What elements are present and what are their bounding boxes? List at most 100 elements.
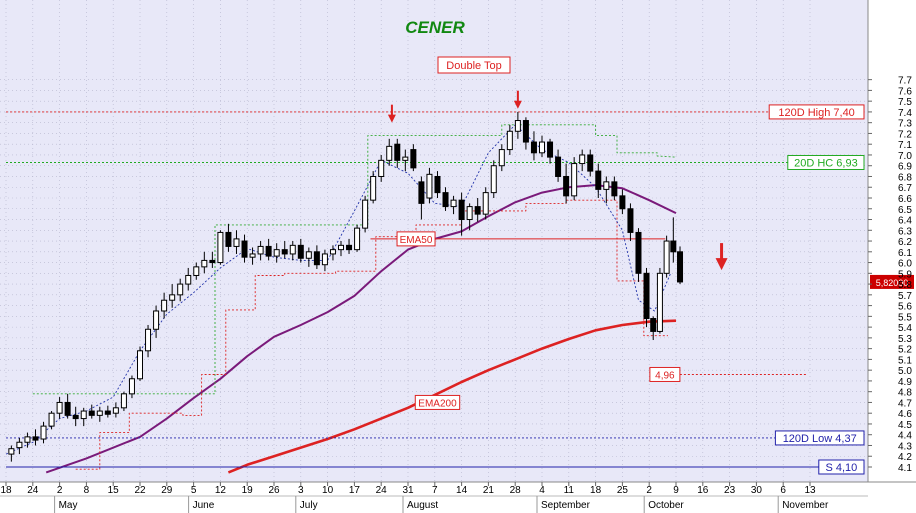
candle-body <box>329 249 336 255</box>
candle-body <box>611 181 618 197</box>
candle-body <box>217 231 224 264</box>
candle-body <box>305 251 312 259</box>
candle-body <box>656 272 663 332</box>
month-label: October <box>648 500 684 511</box>
price-marker-label: 5,82000 <box>876 278 909 288</box>
candle-body <box>410 149 417 169</box>
candle-body <box>346 244 353 251</box>
candle-body <box>321 253 328 266</box>
candle-body <box>297 244 304 259</box>
candle-body <box>209 259 216 264</box>
x-tick-label: 7 <box>432 485 438 496</box>
y-tick-label: 6.7 <box>898 183 912 194</box>
double-top-label: Double Top <box>437 56 511 74</box>
candle-body <box>663 240 670 274</box>
y-tick-label: 7.3 <box>898 119 912 130</box>
y-tick-label: 5.3 <box>898 334 912 345</box>
candle-body <box>24 436 31 443</box>
x-tick-label: 24 <box>27 485 39 496</box>
candle-body <box>137 350 143 380</box>
candle-body <box>458 199 465 221</box>
level-label: 120D High 7,40 <box>778 107 854 119</box>
candle-body <box>16 441 23 449</box>
stop-label: 4,96 <box>655 370 675 381</box>
y-tick-label: 5.8 <box>898 280 912 291</box>
candle-body <box>104 410 111 415</box>
x-tick-label: 5 <box>191 485 197 496</box>
chart-title: CENER <box>405 18 465 37</box>
candle-body <box>370 175 377 201</box>
down-arrow-head-icon <box>715 258 728 271</box>
candle-body <box>64 401 71 416</box>
down-arrow-head-icon <box>513 100 522 109</box>
candle-body <box>450 199 457 208</box>
y-tick-label: 4.2 <box>898 452 912 463</box>
candle-body <box>426 173 433 199</box>
candle-body <box>249 253 256 258</box>
y-tick-label: 6.3 <box>898 226 912 237</box>
y-tick-label: 5.5 <box>898 312 912 323</box>
x-tick-label: 12 <box>215 485 227 496</box>
candle-body <box>619 195 626 210</box>
y-tick-label: 5.0 <box>898 366 912 377</box>
y-tick-label: 7.6 <box>898 86 912 97</box>
candle-body <box>201 259 208 268</box>
bottom-axis-panel <box>0 482 916 513</box>
candle-body <box>233 238 240 247</box>
y-tick-label: 4.9 <box>898 377 912 388</box>
annotations: CENER Double Top EMA50 EMA200 4,96 5,82000 <box>387 18 914 410</box>
x-tick-label: 23 <box>724 485 736 496</box>
x-tick-label: 18 <box>0 485 12 496</box>
candle-body <box>627 208 634 233</box>
x-tick-label: 3 <box>298 485 304 496</box>
double-top-text: Double Top <box>446 60 501 72</box>
level-label: S 4,10 <box>825 462 857 474</box>
candle-body <box>88 410 95 416</box>
level-label: 20D HC 6,93 <box>794 157 858 169</box>
series-ma-short <box>5 124 672 455</box>
candle-body <box>56 401 63 414</box>
y-tick-label: 5.4 <box>898 323 912 334</box>
month-label: September <box>541 500 591 511</box>
x-tick-label: 2 <box>646 485 652 496</box>
candle-body <box>434 175 441 194</box>
candle-body <box>153 310 160 330</box>
right-axis-panel <box>868 0 916 482</box>
candle-body <box>225 231 232 247</box>
x-tick-label: 17 <box>349 485 361 496</box>
series-ema50 <box>45 184 677 474</box>
x-tick-label: 15 <box>108 485 120 496</box>
candle-body <box>241 240 248 258</box>
x-tick-label: 2 <box>57 485 63 496</box>
x-tick-label: 25 <box>617 485 629 496</box>
candle-body <box>273 249 280 257</box>
y-tick-label: 6.9 <box>898 162 912 173</box>
candle-body <box>169 294 176 301</box>
x-tick-label: 28 <box>510 485 522 496</box>
candle-body <box>378 159 385 177</box>
level-label: 120D Low 4,37 <box>783 433 857 445</box>
candle-body <box>506 130 513 151</box>
candle-body <box>265 245 272 257</box>
y-tick-label: 4.1 <box>898 463 912 474</box>
candle-body <box>490 165 497 194</box>
y-tick-label: 4.3 <box>898 441 912 452</box>
y-tick-label: 4.5 <box>898 420 912 431</box>
y-tick-label: 7.4 <box>898 108 912 119</box>
candle-body <box>402 156 409 161</box>
candle-body <box>677 251 684 283</box>
candle-body <box>579 154 586 165</box>
candle-body <box>338 244 344 251</box>
series-ema200 <box>227 319 677 474</box>
ema-label: EMA200 <box>418 398 457 409</box>
x-tick-label: 24 <box>376 485 388 496</box>
candle-body <box>650 318 657 332</box>
ema-label-box <box>396 231 436 247</box>
candle-body <box>362 199 369 229</box>
candle-body <box>48 412 55 427</box>
candle-body <box>514 120 521 132</box>
candle-body <box>112 407 119 414</box>
x-tick-label: 11 <box>564 485 575 496</box>
candle-body <box>257 245 264 255</box>
